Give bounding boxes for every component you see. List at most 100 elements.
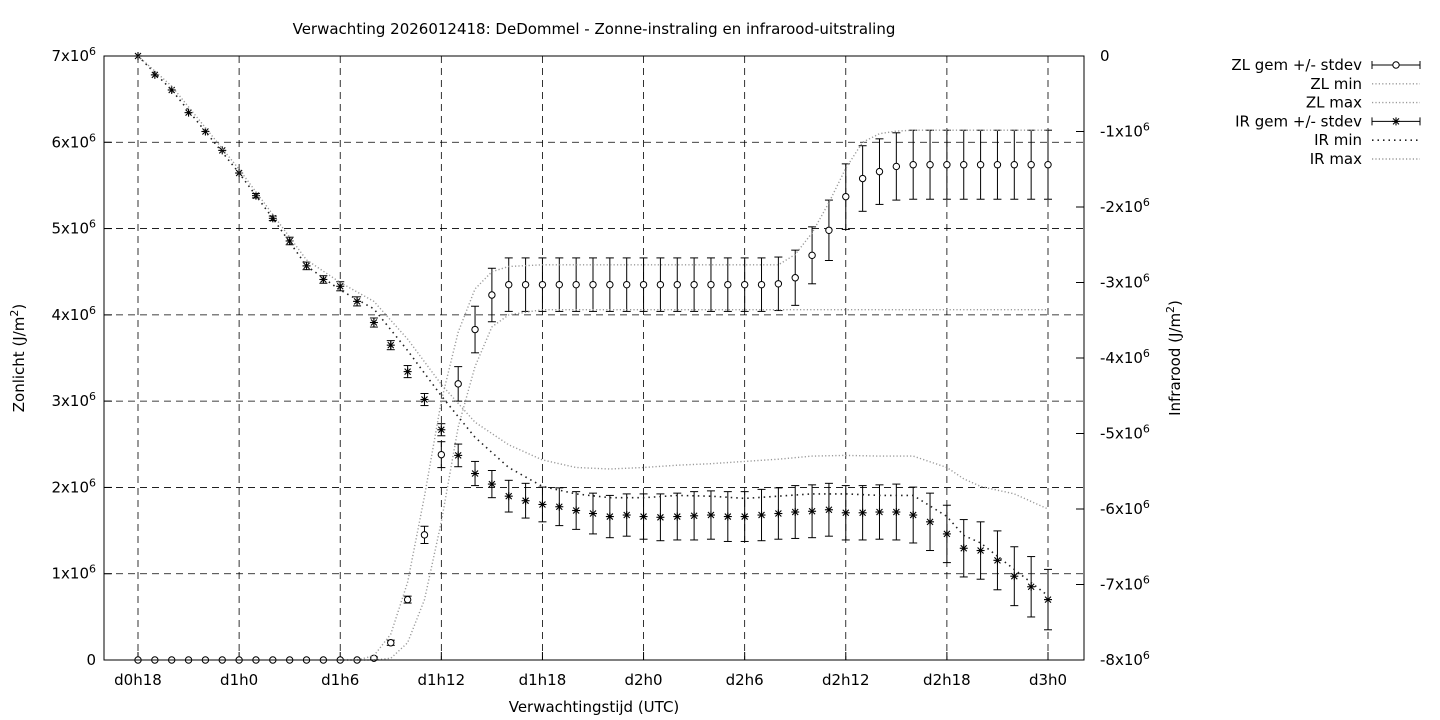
series-zl-min [340, 309, 1048, 661]
data-point [673, 512, 682, 521]
data-point [505, 280, 513, 289]
data-point [336, 282, 345, 291]
data-point [690, 511, 699, 520]
grid [104, 55, 1084, 661]
data-point [791, 508, 800, 517]
y2-tick-label: -4x106 [1100, 347, 1150, 368]
data-point [403, 595, 412, 604]
x-tick-label: d2h6 [726, 671, 764, 689]
data-point [387, 639, 395, 647]
data-point [606, 280, 614, 289]
data-point [909, 511, 918, 520]
legend-label: ZL max [1306, 94, 1362, 112]
data-point [353, 297, 362, 306]
data-point [487, 480, 496, 489]
data-point [218, 146, 227, 155]
data-point [943, 161, 951, 169]
data-point [488, 291, 496, 299]
y1-tick-label: 1x106 [51, 562, 96, 583]
x-tick-label: d1h6 [321, 671, 359, 689]
x-tick-label: d2h0 [624, 671, 662, 689]
data-point [724, 280, 732, 289]
y2-tick-label: -2x106 [1100, 196, 1150, 217]
x-tick-label: d3h0 [1029, 671, 1067, 689]
data-point [976, 161, 985, 169]
data-point [437, 425, 446, 434]
data-point [841, 508, 850, 517]
data-point [892, 508, 901, 517]
data-point [555, 280, 563, 289]
data-point [808, 251, 816, 260]
data-point [369, 318, 378, 327]
data-point [959, 544, 968, 553]
data-point [471, 469, 480, 478]
y2-tick-label: -5x106 [1100, 422, 1150, 443]
data-point [824, 505, 833, 514]
data-point [707, 280, 715, 289]
data-point [437, 450, 446, 459]
x-tick-label: d2h12 [822, 671, 870, 689]
series-line [137, 55, 1049, 597]
data-point [471, 325, 479, 334]
data-point [1010, 572, 1019, 581]
series-line [340, 309, 1048, 661]
legend-label: IR min [1314, 131, 1362, 149]
data-point [740, 280, 749, 289]
data-point [572, 506, 581, 515]
data-point [1027, 582, 1036, 591]
data-point [926, 517, 935, 526]
legend-label: IR gem +/- stdev [1235, 112, 1362, 130]
chart-title: Verwachting 2026012418: DeDommel - Zonne… [293, 20, 896, 38]
data-point [639, 512, 648, 521]
data-point [201, 127, 210, 136]
y1-tick-label: 3x106 [51, 390, 96, 411]
data-point [858, 174, 867, 183]
series-zl-gem-stdev [134, 129, 1052, 664]
y1-tick-labels: 0 1x106 2x106 3x106 4x106 5x106 6x106 7x106 [51, 45, 96, 670]
data-point [167, 85, 176, 94]
y1-tick-label: 5x106 [51, 217, 96, 238]
data-point [589, 280, 597, 289]
data-point [555, 502, 564, 511]
data-point [993, 556, 1002, 565]
x-tick-label: d2h18 [923, 671, 971, 689]
data-point [622, 511, 631, 520]
y2-tick-label: -1x106 [1100, 120, 1150, 141]
data-point [909, 161, 917, 169]
data-point [740, 512, 749, 521]
y1-tick-label: 2x106 [51, 476, 96, 497]
data-point [774, 280, 783, 288]
series-zl-max [340, 129, 1048, 661]
data-point [791, 274, 799, 282]
data-point [757, 511, 766, 520]
y2-tick-label: -8x106 [1100, 649, 1150, 670]
data-point [538, 500, 547, 509]
data-point [875, 167, 884, 176]
data-point [976, 546, 985, 555]
series-line [340, 129, 1048, 661]
data-point [875, 508, 884, 517]
data-point [808, 507, 817, 516]
y2-axis-label: Infrarood (J/m2) [1164, 300, 1185, 416]
x-tick-label: d1h12 [417, 671, 465, 689]
y1-tick-label: 6x106 [51, 131, 96, 152]
x-tick-label: d1h0 [220, 671, 258, 689]
data-point [942, 529, 951, 538]
legend-label: ZL min [1310, 75, 1362, 93]
x-axis-label: Verwachtingstijd (UTC) [509, 698, 680, 716]
data-point [521, 280, 530, 289]
data-point [825, 226, 833, 234]
data-point [1044, 161, 1052, 169]
data-point [386, 341, 395, 350]
data-point [1027, 161, 1035, 169]
data-point [420, 531, 429, 539]
data-point [673, 280, 681, 289]
data-point [706, 511, 715, 520]
data-point [774, 509, 783, 518]
data-point [656, 513, 665, 522]
data-point [1044, 595, 1052, 604]
data-point [723, 512, 732, 521]
data-point [454, 451, 463, 460]
y1-tick-label: 0 [86, 651, 96, 669]
